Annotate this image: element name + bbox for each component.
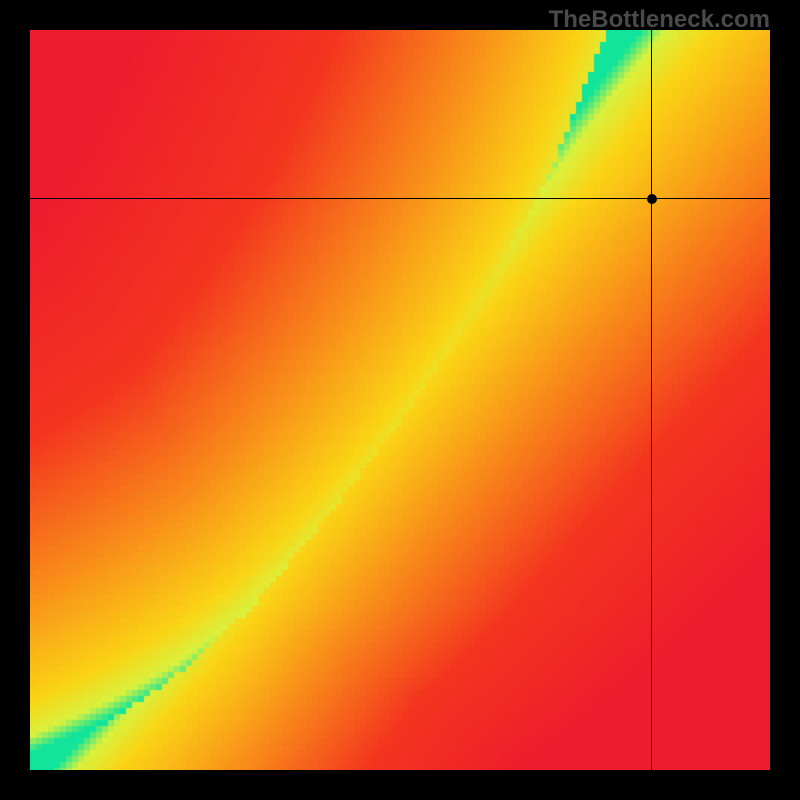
crosshair-horizontal — [30, 198, 770, 199]
watermark-text: TheBottleneck.com — [549, 6, 770, 34]
crosshair-marker — [647, 194, 657, 204]
crosshair-vertical — [651, 30, 652, 770]
chart-container: TheBottleneck.com — [0, 0, 800, 800]
heatmap-canvas — [30, 30, 770, 770]
